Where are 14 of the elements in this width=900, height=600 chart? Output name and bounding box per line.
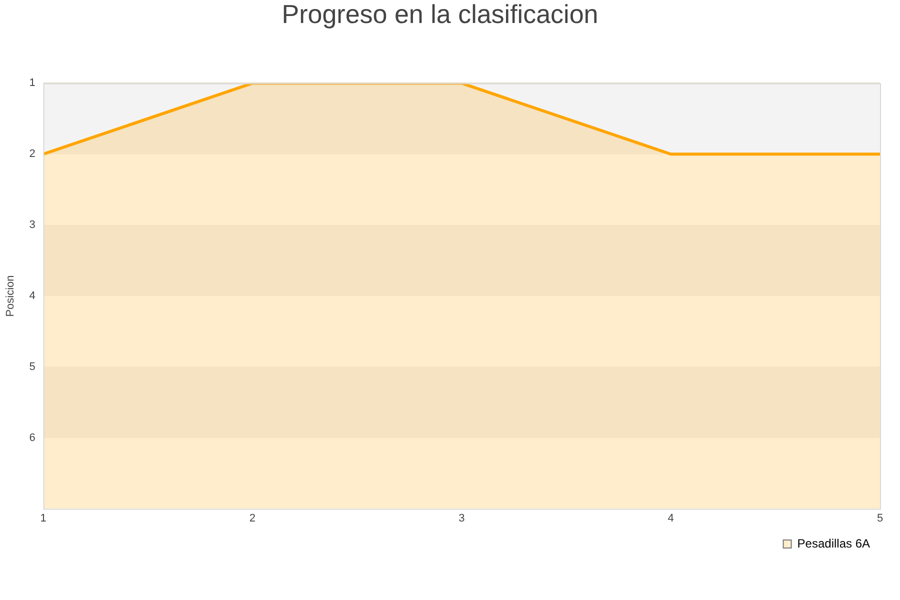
x-tick-label: 4 bbox=[668, 512, 674, 524]
y-tick-label: 6 bbox=[29, 432, 36, 444]
x-tick-label: 2 bbox=[249, 512, 256, 524]
y-tick-label: 5 bbox=[29, 360, 36, 373]
x-tick-label: 3 bbox=[458, 512, 465, 524]
y-tick-label: 2 bbox=[29, 148, 36, 160]
y-tick-label: 1 bbox=[29, 77, 36, 90]
chart-title: Progreso en la clasificacion bbox=[282, 0, 598, 29]
x-tick-label: 5 bbox=[876, 512, 884, 524]
y-tick-label: 3 bbox=[29, 219, 36, 232]
y-tick-label: 4 bbox=[29, 290, 36, 302]
legend-label: Pesadillas 6A bbox=[797, 536, 870, 550]
y-axis-title: Posicion bbox=[4, 275, 17, 317]
x-tick-label: 1 bbox=[40, 512, 46, 524]
